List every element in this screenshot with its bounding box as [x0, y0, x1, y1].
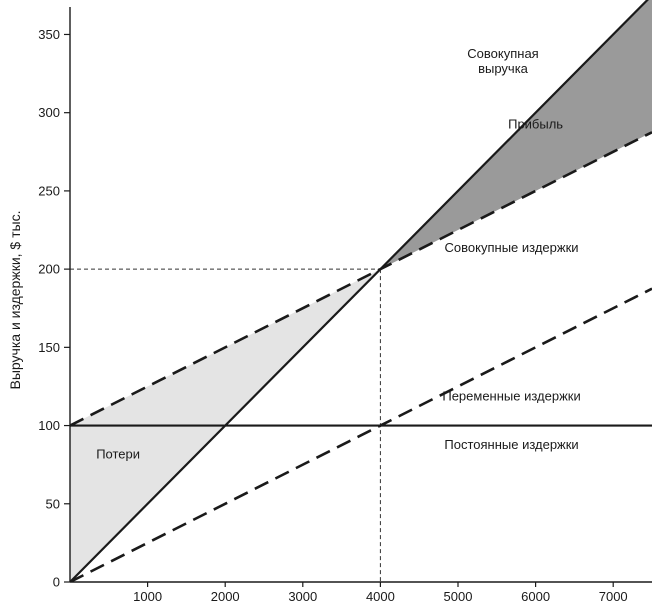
y-tick-label: 300 [38, 105, 60, 120]
annotation-loss: Потери [96, 446, 140, 461]
x-tick-label: 3000 [288, 589, 317, 604]
y-tick-label: 250 [38, 183, 60, 198]
y-tick-label: 100 [38, 418, 60, 433]
chart-annotations: Совокупная выручка Прибыль Совокупные издер… [96, 46, 581, 461]
annotation-revenue: Совокупная выручка [467, 46, 538, 76]
annotation-variable-cost: Переменные издержки [442, 389, 580, 404]
x-tick-label: 4000 [366, 589, 395, 604]
y-tick-label: 150 [38, 340, 60, 355]
x-tick-label: 2000 [211, 589, 240, 604]
annotation-profit: Прибыль [508, 116, 563, 131]
y-tick-label: 50 [46, 496, 60, 511]
x-tick-label: 7000 [599, 589, 628, 604]
chart-series [70, 0, 652, 582]
x-tick-label: 5000 [444, 589, 473, 604]
y-tick-label: 350 [38, 27, 60, 42]
y-tick-label: 0 [53, 575, 60, 590]
chart-axes [69, 7, 652, 583]
x-tick-label: 1000 [133, 589, 162, 604]
total-cost-line [70, 131, 652, 427]
total-revenue-line [70, 0, 649, 582]
chart-ticks: 0 50 100 150 200 250 300 350 1000 2000 3000 4000 500… [38, 27, 627, 604]
y-tick-label: 200 [38, 262, 60, 277]
annotation-total-cost: Совокупные издержки [445, 240, 579, 255]
x-tick-label: 6000 [521, 589, 550, 604]
variable-cost-line [70, 287, 652, 582]
y-axis-label: Выручка и издержки, $ тыс. [7, 211, 23, 390]
annotation-fixed-cost: Постоянные издержки [444, 437, 578, 452]
